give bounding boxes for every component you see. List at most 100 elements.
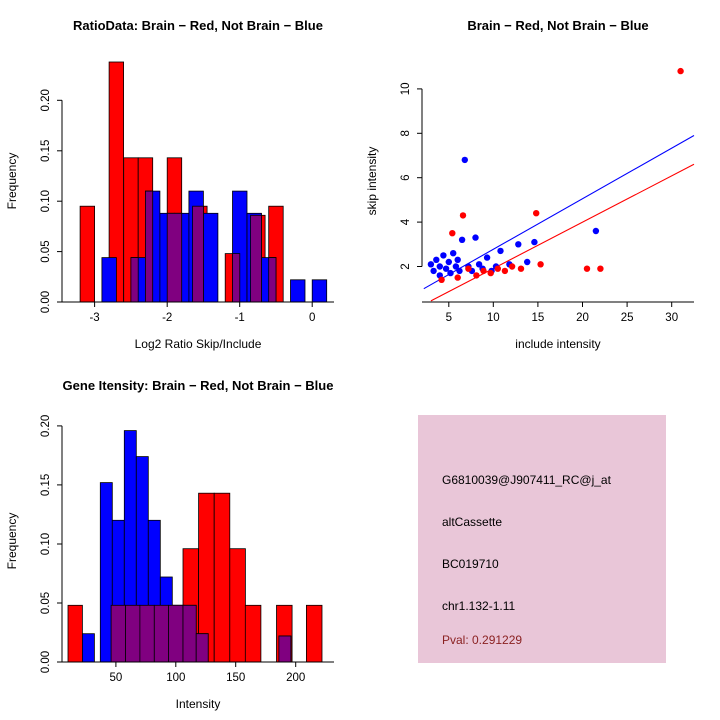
y-axis-title: Frequency bbox=[5, 513, 19, 570]
not-brain-point bbox=[461, 156, 468, 164]
x-tick-label: 15 bbox=[532, 312, 545, 324]
ratio-histogram-canvas: -3 -2 -1 0 0.00 0.05 0.10 0.15 0.20 Log2 Ratio Sk… bbox=[5, 61, 334, 351]
y-tick-label: 2 bbox=[400, 263, 412, 269]
location-text: chr1.132-1.11 bbox=[442, 599, 516, 613]
hist-bar-r bbox=[244, 604, 262, 663]
brain-point bbox=[677, 67, 684, 75]
hist-bar-p bbox=[144, 190, 154, 303]
x-axis-title: Log2 Ratio Skip/Include bbox=[135, 337, 262, 351]
x-tick-label: 5 bbox=[446, 312, 452, 324]
x-axis-title: Intensity bbox=[176, 697, 221, 711]
not-brain-point bbox=[456, 267, 463, 275]
hist-bar-p bbox=[153, 604, 170, 663]
y-tick-label: 4 bbox=[400, 218, 412, 225]
accession-text: BC019710 bbox=[442, 557, 499, 571]
x-tick-label: 20 bbox=[576, 312, 589, 324]
pval-text: Pval: 0.291229 bbox=[442, 633, 523, 647]
hist-bar-b bbox=[202, 212, 219, 303]
x-tick-label: 10 bbox=[487, 312, 500, 324]
x-tick-label: 100 bbox=[166, 672, 185, 684]
not-brain-point bbox=[497, 247, 504, 255]
hist-bar-b bbox=[101, 257, 117, 303]
hist-bar-b bbox=[290, 279, 306, 303]
hist-bar-b bbox=[99, 482, 113, 663]
brain-point bbox=[537, 261, 544, 268]
hist-bar-p bbox=[250, 214, 262, 303]
y-tick-label: 0.15 bbox=[40, 474, 52, 496]
hist-bar-p bbox=[195, 633, 209, 663]
hist-bar-p bbox=[110, 604, 126, 663]
not-brain-point bbox=[427, 261, 435, 268]
x-tick-label: -2 bbox=[162, 312, 172, 324]
not-brain-point bbox=[445, 258, 452, 266]
hist-bar-p bbox=[232, 253, 241, 303]
y-tick-label: 6 bbox=[400, 174, 412, 180]
y-tick-label: 0.10 bbox=[40, 190, 52, 212]
not-brain-point bbox=[524, 258, 531, 266]
not-brain-point bbox=[531, 238, 538, 246]
hist-bar-p bbox=[139, 604, 155, 663]
gene-intensity-histogram-title: Gene Itensity: Brain − Red, Not Brain − … bbox=[62, 378, 334, 393]
intensity-scatter-canvas: 5 10 15 20 25 30 2 4 6 8 10 include intensity skip i… bbox=[365, 67, 695, 351]
not-brain-point bbox=[458, 236, 466, 243]
y-tick-label: 10 bbox=[400, 83, 412, 96]
not-brain-fit-line bbox=[423, 135, 695, 290]
panel-ratio-histogram: RatioData: Brain − Red, Not Brain − Blue… bbox=[0, 0, 360, 360]
hist-bar-r bbox=[213, 492, 231, 663]
y-tick-label: 0.00 bbox=[40, 651, 52, 673]
x-tick-label: 50 bbox=[110, 672, 123, 684]
not-brain-point bbox=[454, 256, 461, 263]
y-tick-label: 0.00 bbox=[40, 291, 52, 313]
not-brain-point bbox=[483, 254, 491, 261]
brain-point bbox=[487, 269, 494, 277]
brain-point bbox=[597, 265, 604, 272]
hist-bar-p bbox=[268, 257, 277, 303]
not-brain-point bbox=[452, 263, 460, 270]
brain-point bbox=[494, 265, 501, 272]
y-tick-label: 8 bbox=[400, 130, 412, 136]
not-brain-point bbox=[515, 241, 522, 248]
brain-point bbox=[459, 212, 467, 219]
brain-point bbox=[465, 265, 472, 272]
panel-gene-info: G6810039@J907411_RC@j_at altCassette BC0… bbox=[360, 360, 720, 720]
not-brain-point bbox=[592, 227, 600, 235]
y-axis-title: skip intensity bbox=[365, 147, 379, 216]
y-axis-title: Frequency bbox=[5, 153, 19, 210]
hist-bar-p bbox=[278, 635, 292, 663]
probe-id-text: G6810039@J907411_RC@j_at bbox=[442, 473, 611, 487]
y-tick-label: 0.15 bbox=[40, 140, 52, 162]
hist-bar-b bbox=[82, 633, 95, 663]
brain-point bbox=[449, 230, 456, 237]
y-tick-label: 0.10 bbox=[40, 533, 52, 555]
intensity-scatter-title: Brain − Red, Not Brain − Blue bbox=[467, 18, 649, 33]
y-tick-label: 0.20 bbox=[40, 415, 52, 437]
ratio-histogram-title: RatioData: Brain − Red, Not Brain − Blue bbox=[73, 18, 323, 33]
hist-bar-p bbox=[125, 604, 141, 663]
not-brain-point bbox=[475, 261, 483, 268]
gene-intensity-histogram-canvas: 50 100 150 200 0.00 0.05 0.10 0.15 0.20 Intensity… bbox=[5, 415, 334, 711]
brain-point bbox=[508, 263, 516, 270]
hist-bar-p bbox=[166, 212, 183, 303]
x-tick-label: 25 bbox=[621, 312, 634, 324]
not-brain-point bbox=[430, 267, 437, 275]
brain-point bbox=[583, 265, 591, 272]
hist-bar-p bbox=[182, 604, 197, 663]
not-brain-point bbox=[472, 234, 479, 241]
panel-intensity-scatter: Brain − Red, Not Brain − Blue 5 10 15 20 25 3… bbox=[360, 0, 720, 360]
brain-point bbox=[454, 274, 461, 281]
hist-bar-p bbox=[130, 257, 139, 303]
hist-bar-r bbox=[79, 205, 95, 303]
x-tick-label: 200 bbox=[286, 672, 305, 684]
hist-bar-p bbox=[168, 604, 184, 663]
gene-info-box: G6810039@J907411_RC@j_at altCassette BC0… bbox=[418, 415, 666, 663]
brain-point bbox=[533, 210, 540, 217]
not-brain-point bbox=[433, 256, 440, 263]
x-tick-label: 150 bbox=[226, 672, 245, 684]
x-tick-label: -1 bbox=[235, 312, 245, 324]
x-tick-label: 30 bbox=[665, 312, 678, 324]
y-tick-label: 0.05 bbox=[40, 592, 52, 614]
brain-point bbox=[501, 267, 509, 275]
x-tick-label: -3 bbox=[89, 312, 99, 324]
hist-bar-b bbox=[311, 279, 328, 303]
